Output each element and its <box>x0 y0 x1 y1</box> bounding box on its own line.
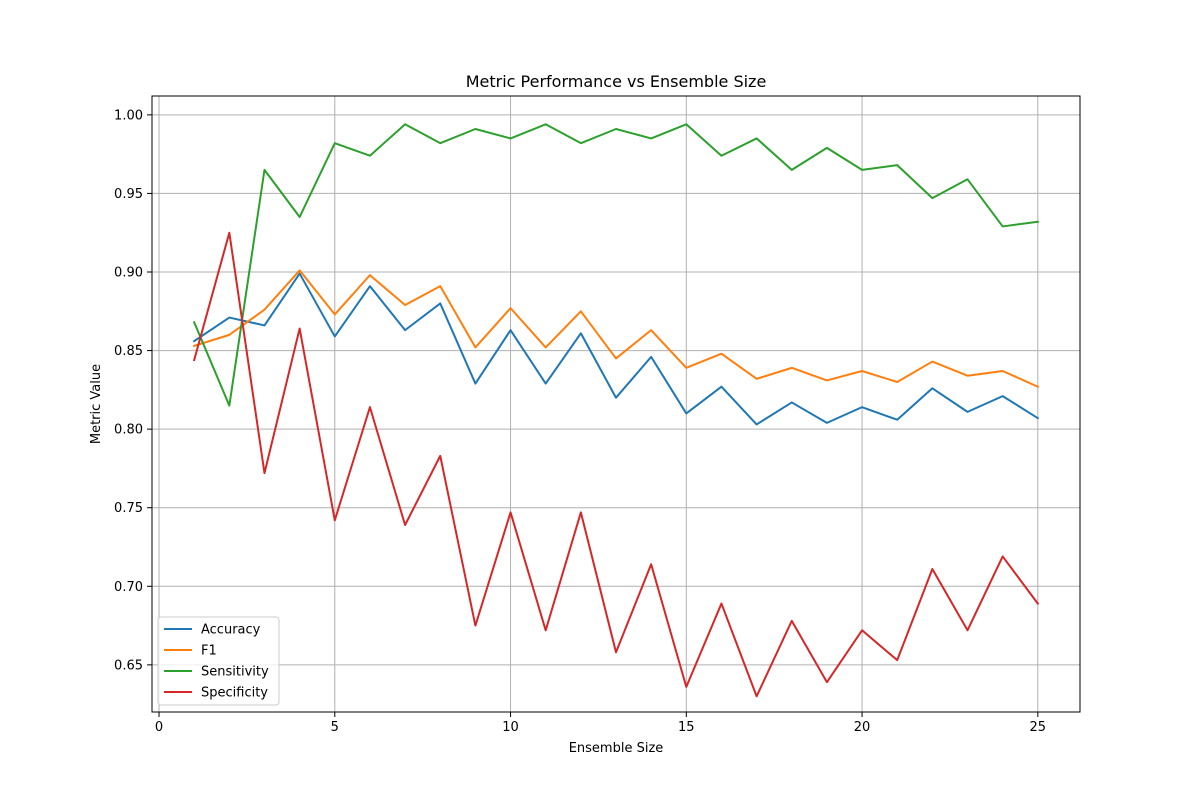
series-line-sensitivity <box>192 123 1039 407</box>
y-tick-label: 0.75 <box>114 501 143 516</box>
y-axis-label: Metric Value <box>89 364 104 444</box>
grid <box>152 96 1080 712</box>
legend-label-f1: F1 <box>201 644 217 659</box>
plot-frame <box>151 95 1081 713</box>
y-tick-label: 0.70 <box>114 580 143 595</box>
axis-ticks: 0 5 10 15 20 25 0.65 0.70 0.75 0.80 0.85 0.90 0.95 1.… <box>114 108 1046 735</box>
y-tick-label: 0.85 <box>114 344 143 359</box>
legend-box <box>157 616 280 706</box>
x-tick-label: 15 <box>678 720 695 735</box>
x-tick-label: 0 <box>155 720 163 735</box>
legend-label-accuracy: Accuracy <box>201 623 261 638</box>
series-line-f1 <box>192 269 1040 389</box>
series-line-accuracy <box>192 272 1040 426</box>
x-tick-label: 10 <box>502 720 519 735</box>
series-line-specificity <box>192 231 1040 698</box>
chart-title: Metric Performance vs Ensemble Size <box>466 72 767 91</box>
x-tick-label: 25 <box>1030 720 1047 735</box>
y-tick-label: 0.80 <box>114 423 143 438</box>
series-lines <box>192 123 1040 698</box>
legend: Accuracy F1 Sensitivity Specificity <box>157 616 280 706</box>
y-tick-label: 1.00 <box>114 108 143 123</box>
legend-label-sensitivity: Sensitivity <box>201 665 269 680</box>
y-tick-label: 0.65 <box>114 658 143 673</box>
legend-label-specificity: Specificity <box>201 686 268 701</box>
y-tick-label: 0.95 <box>114 187 143 202</box>
x-tick-label: 5 <box>331 720 339 735</box>
x-axis-label: Ensemble Size <box>569 741 664 756</box>
x-tick-label: 20 <box>854 720 871 735</box>
y-tick-label: 0.90 <box>114 266 143 281</box>
